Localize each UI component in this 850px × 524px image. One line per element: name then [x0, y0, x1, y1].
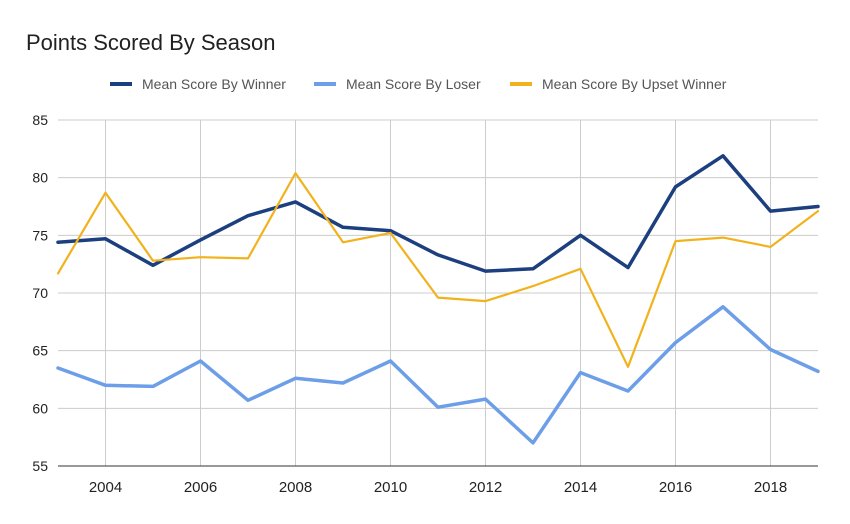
- x-axis: 2004 2006 2008 2010 2012 2014 2016 2018: [58, 465, 818, 496]
- y-tick-label: 85: [32, 112, 48, 128]
- x-tick-label: 2014: [564, 479, 597, 496]
- x-tick-label: 2016: [659, 479, 692, 496]
- chart-title: Points Scored By Season: [26, 30, 275, 55]
- x-tick-label: 2018: [754, 479, 787, 496]
- y-tick-label: 60: [32, 400, 48, 416]
- y-tick-label: 75: [32, 227, 48, 243]
- y-tick-label: 65: [32, 343, 48, 359]
- legend-label: Mean Score By Winner: [142, 76, 286, 92]
- y-tick-label: 55: [32, 458, 48, 474]
- x-tick-label: 2010: [374, 479, 407, 496]
- series-lines: [56, 154, 820, 445]
- x-tick-label: 2012: [469, 479, 502, 496]
- x-tick-label: 2004: [89, 479, 122, 496]
- gridlines: [58, 119, 818, 467]
- legend: Mean Score By Winner Mean Score By Loser M…: [110, 76, 727, 92]
- legend-label: Mean Score By Upset Winner: [542, 76, 727, 92]
- y-tick-label: 70: [32, 285, 48, 301]
- y-axis: 55 60 65 70 75 80 85: [32, 112, 48, 474]
- legend-label: Mean Score By Loser: [346, 76, 481, 92]
- y-tick-label: 80: [32, 170, 48, 186]
- x-tick-label: 2006: [184, 479, 217, 496]
- series-line-2: [56, 305, 820, 445]
- x-tick-label: 2008: [279, 479, 312, 496]
- series-line-1: [56, 154, 820, 273]
- series-line-3: [56, 172, 820, 368]
